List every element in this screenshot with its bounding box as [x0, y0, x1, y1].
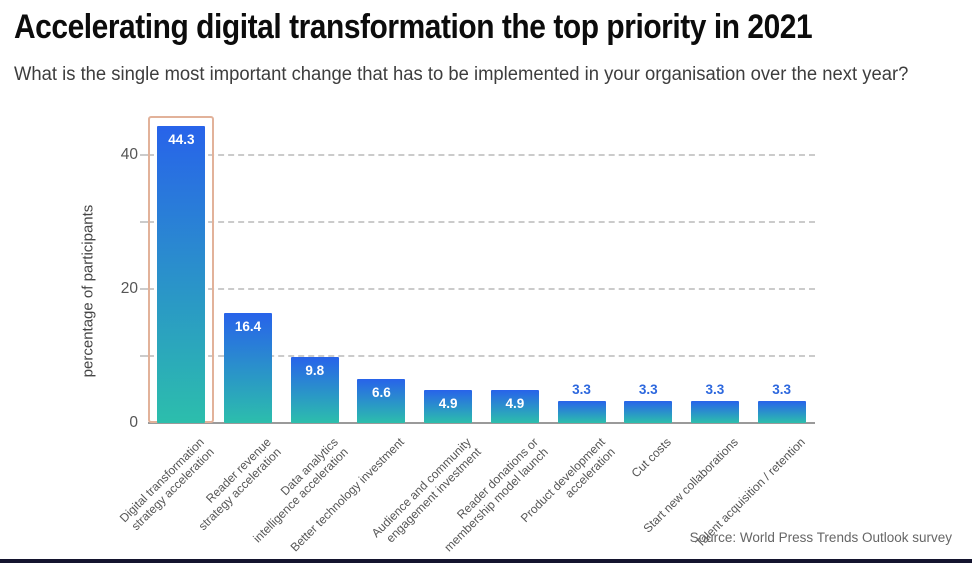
bar-value-label: 44.3 [168, 132, 195, 148]
y-axis-tick [140, 221, 148, 224]
bar [357, 378, 406, 423]
bottom-accent-bar [0, 559, 972, 563]
bar-value-label: 4.9 [438, 396, 458, 412]
y-tick-label: 20 [120, 280, 138, 298]
bar [557, 400, 606, 423]
bar-value-label: 16.4 [234, 319, 262, 335]
gridline [148, 355, 815, 358]
page-title: Accelerating digital transformation the … [14, 8, 813, 46]
gridline [148, 221, 815, 224]
bar [224, 313, 273, 423]
gridline [148, 288, 815, 291]
y-tick-label: 0 [129, 414, 138, 431]
bar [490, 390, 539, 423]
y-axis-tick [140, 355, 148, 358]
y-axis-tick [140, 154, 148, 157]
gridline [148, 154, 815, 157]
y-axis-tick [140, 288, 148, 291]
bar [290, 357, 339, 423]
bar [757, 400, 806, 423]
bar-value-label: 4.9 [505, 396, 525, 412]
bar [690, 400, 739, 423]
bar [624, 400, 673, 423]
bar [424, 390, 473, 423]
x-axis-baseline [148, 422, 815, 424]
bar-value-label: 3.3 [772, 381, 792, 397]
bar-value-label: 6.6 [372, 384, 391, 400]
bar-value-label: 3.3 [572, 381, 591, 397]
bar-value-label: 9.8 [305, 363, 325, 379]
bar-value-label: 3.3 [705, 381, 725, 397]
bar [157, 126, 206, 423]
y-tick-label: 40 [120, 146, 138, 164]
source-credit: Source: World Press Trends Outlook surve… [689, 530, 952, 545]
page-subtitle: What is the single most important change… [14, 64, 909, 85]
bar-value-label: 3.3 [638, 381, 658, 397]
bar-chart-plot-area: 0 20 40 44.3 Digital transformation strategy … [117, 116, 815, 554]
